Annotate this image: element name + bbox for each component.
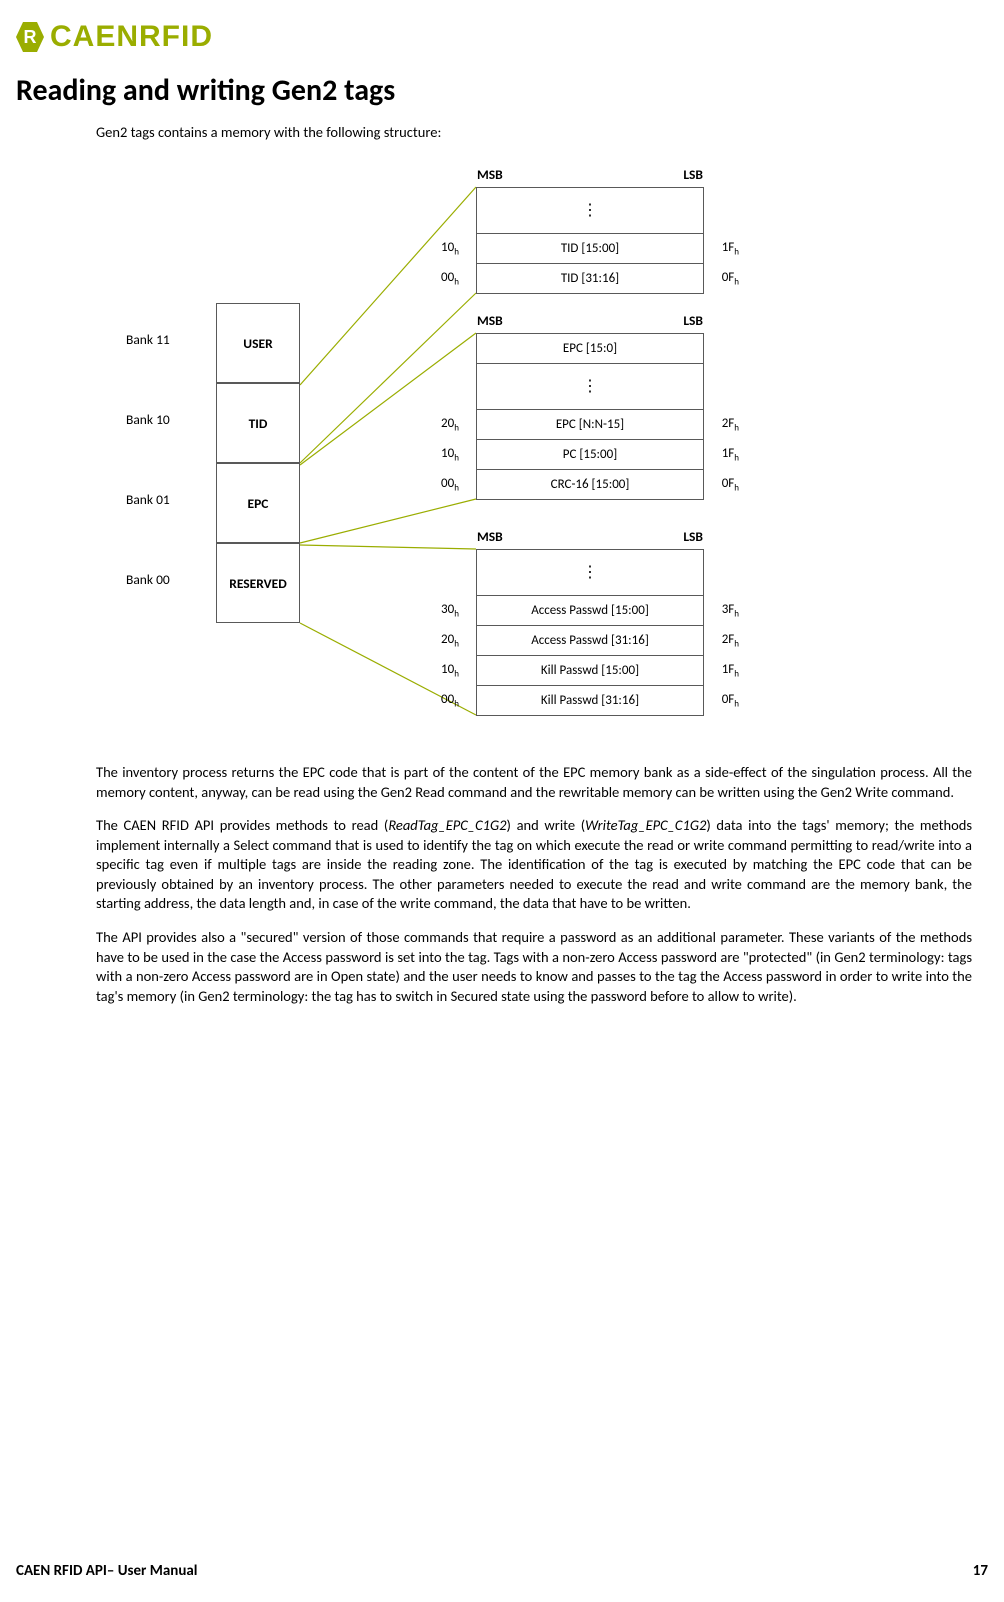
page-title: Reading and writing Gen2 tags: [16, 72, 988, 109]
table-row: 00h TID [31:16] 0Fh: [477, 264, 704, 294]
addr-right: 0Fh: [722, 692, 739, 710]
bank-label-00: Bank 00: [126, 571, 206, 588]
logo-mark-letter: R: [24, 27, 37, 48]
msb-header: MSB: [477, 312, 503, 329]
addr-left: 00h: [441, 476, 459, 494]
table-row: MSB LSB EPC [15:0]: [477, 334, 704, 364]
page-footer: CAEN RFID API– User Manual 17: [16, 1562, 988, 1580]
vdots-icon: ⋮: [582, 383, 598, 391]
bank-name-epc: EPC: [248, 495, 269, 512]
brand-logo: R CAENRFID: [16, 20, 988, 54]
bank-box-reserved: RESERVED: [216, 543, 300, 623]
table-row: 20h EPC [N:N-15] 2Fh: [477, 410, 704, 440]
bank-box-tid: TID: [216, 383, 300, 463]
addr-left: 10h: [441, 446, 459, 464]
cell-label: EPC [15:0]: [563, 341, 617, 356]
lsb-header: LSB: [683, 166, 703, 183]
cell-label: TID [31:16]: [561, 271, 619, 286]
addr-right: 1Fh: [722, 240, 739, 258]
bank-name-reserved: RESERVED: [229, 575, 287, 592]
footer-title: CAEN RFID API– User Manual: [16, 1562, 197, 1580]
bank-box-user: USER: [216, 303, 300, 383]
lsb-header: LSB: [683, 312, 703, 329]
bank-box-epc: EPC: [216, 463, 300, 543]
table-row: MSB LSB ⋮: [477, 550, 704, 596]
logo-text: CAENRFID: [50, 20, 213, 54]
addr-left: 00h: [441, 270, 459, 288]
paragraph-2: The CAEN RFID API provides methods to re…: [96, 816, 972, 914]
memory-diagram: Bank 11 Bank 10 Bank 01 Bank 00 USER TID…: [16, 163, 986, 763]
bank-label-11: Bank 11: [126, 331, 206, 348]
epc-memory-table: MSB LSB EPC [15:0] ⋮ 20h EPC [N:N-15] 2F…: [476, 333, 704, 500]
logo-mark: R: [16, 22, 44, 52]
cell-label: PC [15:00]: [563, 447, 617, 462]
addr-right: 2Fh: [722, 632, 739, 650]
cell-label: Access Passwd [31:16]: [531, 633, 649, 648]
cell-label: EPC [N:N-15]: [556, 417, 624, 432]
paragraph-1: The inventory process returns the EPC co…: [96, 763, 972, 802]
bank-name-tid: TID: [249, 415, 268, 432]
addr-left: 10h: [441, 662, 459, 680]
table-row: ⋮: [477, 364, 704, 410]
table-row: 10h Kill Passwd [15:00] 1Fh: [477, 656, 704, 686]
msb-header: MSB: [477, 166, 503, 183]
bank-name-user: USER: [243, 335, 272, 352]
cell-label: Kill Passwd [15:00]: [541, 663, 639, 678]
bank-label-10: Bank 10: [126, 411, 206, 428]
intro-text: Gen2 tags contains a memory with the fol…: [96, 123, 988, 141]
reserved-memory-table: MSB LSB ⋮ 30h Access Passwd [15:00] 3Fh …: [476, 549, 704, 716]
paragraph-3: The API provides also a "secured" versio…: [96, 928, 972, 1006]
addr-left: 10h: [441, 240, 459, 258]
addr-right: 0Fh: [722, 476, 739, 494]
addr-right: 0Fh: [722, 270, 739, 288]
msb-header: MSB: [477, 528, 503, 545]
vdots-icon: ⋮: [582, 207, 598, 215]
addr-right: 1Fh: [722, 662, 739, 680]
addr-right: 1Fh: [722, 446, 739, 464]
table-row: 10h TID [15:00] 1Fh: [477, 234, 704, 264]
addr-right: 2Fh: [722, 416, 739, 434]
bank-label-01: Bank 01: [126, 491, 206, 508]
addr-right: 3Fh: [722, 602, 739, 620]
addr-left: 00h: [441, 692, 459, 710]
addr-left: 30h: [441, 602, 459, 620]
p2-method-write: WriteTag_EPC_C1G2: [585, 816, 706, 834]
table-row: MSB LSB ⋮: [477, 188, 704, 234]
cell-label: Kill Passwd [31:16]: [541, 693, 639, 708]
tid-memory-table: MSB LSB ⋮ 10h TID [15:00] 1Fh 00h TID [3…: [476, 187, 704, 294]
addr-left: 20h: [441, 632, 459, 650]
footer-page: 17: [973, 1562, 988, 1580]
cell-label: Access Passwd [15:00]: [531, 603, 649, 618]
table-row: 30h Access Passwd [15:00] 3Fh: [477, 596, 704, 626]
cell-label: CRC-16 [15:00]: [551, 477, 630, 492]
p2-seg-c: ) and write (: [507, 816, 586, 834]
cell-label: TID [15:00]: [561, 241, 619, 256]
table-row: 10h PC [15:00] 1Fh: [477, 440, 704, 470]
vdots-icon: ⋮: [582, 569, 598, 577]
table-row: 20h Access Passwd [31:16] 2Fh: [477, 626, 704, 656]
addr-left: 20h: [441, 416, 459, 434]
lsb-header: LSB: [683, 528, 703, 545]
p2-method-read: ReadTag_EPC_C1G2: [388, 816, 506, 834]
table-row: 00h Kill Passwd [31:16] 0Fh: [477, 686, 704, 716]
table-row: 00h CRC-16 [15:00] 0Fh: [477, 470, 704, 500]
p2-seg-a: The CAEN RFID API provides methods to re…: [96, 816, 388, 834]
